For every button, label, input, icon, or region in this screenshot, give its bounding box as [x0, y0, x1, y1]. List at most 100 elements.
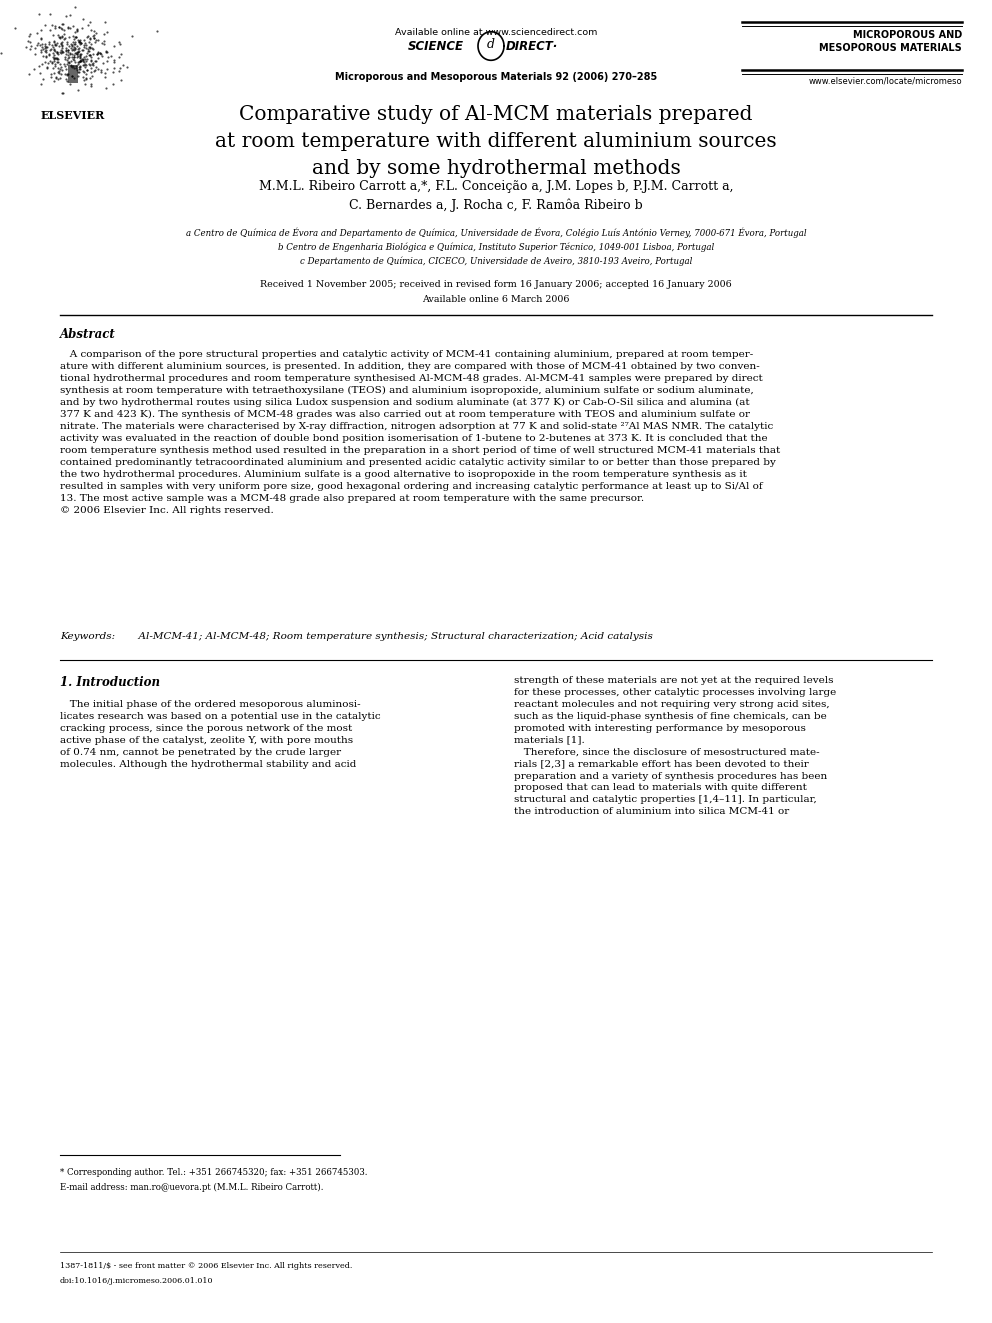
Point	[75, 40, 91, 61]
Point	[72, 32, 88, 53]
Point	[68, 21, 84, 42]
Point	[43, 38, 59, 60]
Point	[46, 49, 62, 70]
Point	[80, 37, 96, 58]
Point	[48, 56, 63, 77]
Point	[48, 41, 63, 62]
Point	[96, 30, 112, 52]
Point	[83, 33, 99, 54]
Point	[105, 73, 121, 94]
Point	[62, 42, 78, 64]
Point	[82, 12, 98, 33]
Point	[52, 16, 67, 37]
Point	[27, 44, 43, 65]
Text: c Departamento de Química, CICECO, Universidade de Aveiro, 3810-193 Aveiro, Port: c Departamento de Química, CICECO, Unive…	[300, 257, 692, 266]
Text: www.elsevier.com/locate/micromeso: www.elsevier.com/locate/micromeso	[808, 77, 962, 86]
Point	[43, 3, 59, 24]
Point	[81, 54, 97, 75]
Point	[81, 45, 97, 66]
Point	[71, 37, 87, 58]
Point	[51, 49, 66, 70]
Point	[94, 46, 110, 67]
Point	[96, 24, 112, 45]
Point	[60, 33, 75, 54]
Point	[83, 57, 99, 78]
Point	[34, 34, 50, 56]
Point	[55, 32, 70, 53]
Point	[62, 56, 78, 77]
Point	[36, 38, 52, 60]
Text: SCIENCE: SCIENCE	[408, 40, 464, 53]
Point	[33, 74, 49, 95]
Point	[45, 57, 61, 78]
Point	[22, 64, 38, 85]
Point	[66, 0, 82, 17]
Point	[74, 40, 90, 61]
Point	[62, 36, 77, 57]
Point	[33, 28, 49, 49]
Point	[60, 70, 75, 91]
Point	[113, 44, 129, 65]
Point	[47, 48, 62, 69]
Point	[119, 56, 135, 77]
Point	[67, 32, 83, 53]
Point	[39, 57, 55, 78]
Point	[58, 58, 73, 79]
Point	[66, 67, 82, 89]
Point	[81, 32, 97, 53]
Point	[75, 49, 91, 70]
Point	[62, 26, 77, 48]
Point	[42, 44, 58, 65]
Point	[83, 49, 99, 70]
Point	[59, 40, 74, 61]
Point	[79, 25, 95, 46]
Point	[48, 66, 63, 87]
Point	[72, 57, 88, 78]
Point	[93, 60, 109, 81]
Point	[81, 41, 97, 62]
Point	[70, 79, 86, 101]
Point	[90, 48, 106, 69]
Point	[45, 25, 61, 46]
Text: Comparative study of Al-MCM materials prepared
at room temperature with differen: Comparative study of Al-MCM materials pr…	[215, 105, 777, 179]
Point	[52, 60, 67, 81]
Point	[54, 40, 69, 61]
Point	[61, 52, 76, 73]
Point	[23, 38, 39, 60]
Point	[81, 53, 97, 74]
Point	[60, 64, 75, 85]
Point	[69, 38, 85, 60]
Point	[70, 42, 86, 64]
Point	[99, 58, 115, 79]
Point	[34, 41, 50, 62]
Point	[76, 74, 92, 95]
Point	[54, 25, 69, 46]
Point	[49, 67, 64, 89]
Point	[71, 44, 87, 65]
Point	[106, 52, 122, 73]
Point	[54, 41, 69, 62]
Point	[100, 46, 116, 67]
Point	[63, 65, 79, 86]
Point	[67, 26, 83, 48]
Point	[40, 37, 56, 58]
Text: 1387-1811/$ - see front matter © 2006 Elsevier Inc. All rights reserved.: 1387-1811/$ - see front matter © 2006 El…	[60, 1262, 352, 1270]
Point	[29, 22, 45, 44]
Point	[51, 44, 66, 65]
Point	[64, 56, 80, 77]
Point	[78, 37, 94, 58]
Point	[48, 16, 63, 37]
Point	[69, 20, 85, 41]
Point	[53, 17, 68, 38]
Point	[63, 34, 79, 56]
Point	[111, 46, 127, 67]
Point	[47, 32, 62, 53]
Point	[79, 49, 95, 70]
Point	[79, 15, 95, 36]
Point	[73, 32, 89, 53]
Point	[82, 73, 98, 94]
Point	[0, 42, 9, 64]
Point	[62, 4, 78, 25]
Point	[59, 69, 74, 90]
Point	[71, 30, 87, 52]
